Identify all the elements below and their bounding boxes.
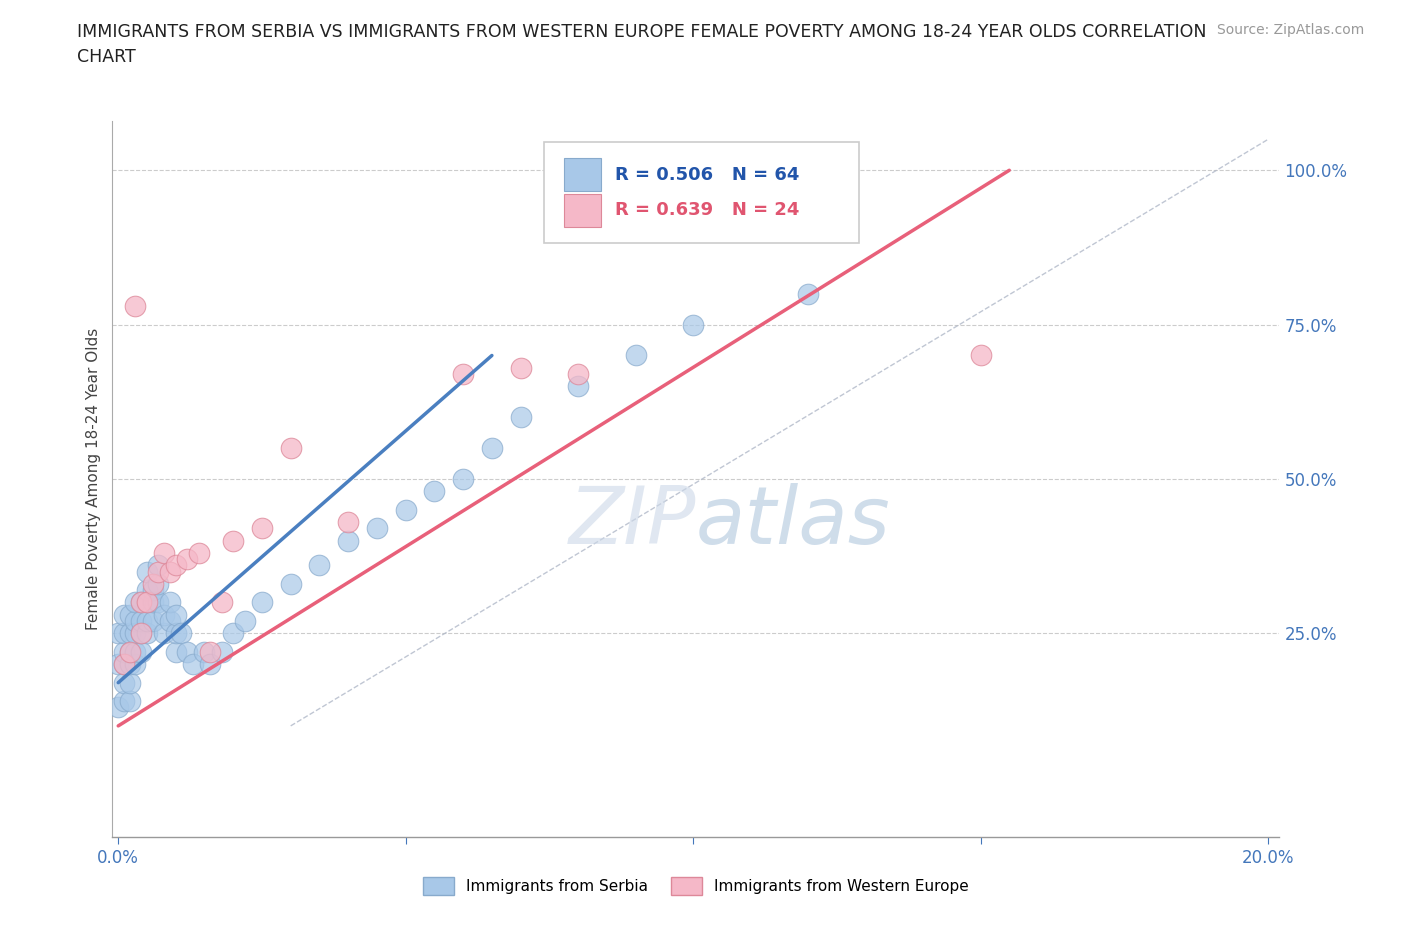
Point [118,644,141,659]
Point [124,626,146,641]
Point [107,700,129,715]
Text: Source: ZipAtlas.com: Source: ZipAtlas.com [1216,23,1364,37]
Point [308,558,330,573]
Point [624,348,647,363]
Point [250,595,273,610]
Point [165,558,187,573]
Point [124,299,146,313]
Point [211,595,233,610]
Point [233,614,256,629]
Point [181,657,204,671]
Point [451,472,474,486]
Point [118,694,141,709]
Point [366,521,388,536]
Text: ZIP: ZIP [568,483,696,561]
Point [280,577,302,591]
Point [222,533,245,548]
Point [222,626,245,641]
Point [129,614,152,629]
Point [142,614,165,629]
Point [187,546,209,561]
Point [337,533,360,548]
Point [118,675,141,690]
Point [142,582,165,597]
Point [129,626,152,641]
Point [337,514,360,529]
Point [136,595,159,610]
Point [107,657,129,671]
Point [509,361,531,376]
Point [165,626,187,641]
Y-axis label: Female Poverty Among 18-24 Year Olds: Female Poverty Among 18-24 Year Olds [86,328,101,631]
Bar [564,194,602,227]
Point [395,502,418,517]
Point [200,644,222,659]
Point [176,551,198,566]
Point [142,595,165,610]
Point [193,644,215,659]
Point [142,577,165,591]
Point [481,441,503,456]
Text: IMMIGRANTS FROM SERBIA VS IMMIGRANTS FROM WESTERN EUROPE FEMALE POVERTY AMONG 18: IMMIGRANTS FROM SERBIA VS IMMIGRANTS FRO… [77,23,1206,66]
Text: atlas: atlas [696,483,891,561]
Point [112,626,135,641]
Point [148,558,170,573]
Point [280,441,302,456]
Point [200,657,222,671]
Point [129,626,152,641]
Point [136,582,159,597]
Point [797,163,820,178]
Bar [564,158,602,191]
Point [159,595,181,610]
Point [170,626,193,641]
Point [112,694,135,709]
Point [797,286,820,301]
Point [153,626,176,641]
Text: R = 0.639   N = 24: R = 0.639 N = 24 [616,202,800,219]
Point [567,366,589,381]
Point [211,644,233,659]
Text: R = 0.506   N = 64: R = 0.506 N = 64 [616,166,800,183]
Point [451,366,474,381]
Point [423,484,446,498]
Point [153,546,176,561]
Point [159,614,181,629]
Point [165,644,187,659]
Point [124,595,146,610]
Point [112,607,135,622]
Legend: Immigrants from Serbia, Immigrants from Western Europe: Immigrants from Serbia, Immigrants from … [418,871,974,901]
Point [148,565,170,579]
Point [124,657,146,671]
Point [250,521,273,536]
Point [129,595,152,610]
Point [148,577,170,591]
Point [165,607,187,622]
Point [129,644,152,659]
Point [112,675,135,690]
Point [682,317,704,332]
Point [124,644,146,659]
Point [153,607,176,622]
Point [567,379,589,393]
Point [124,614,146,629]
Point [112,644,135,659]
Point [136,595,159,610]
Point [107,626,129,641]
Point [136,614,159,629]
Point [118,657,141,671]
Point [136,626,159,641]
Point [136,565,159,579]
Point [148,595,170,610]
Point [118,607,141,622]
Point [129,595,152,610]
Point [112,657,135,671]
Point [118,644,141,659]
Point [159,565,181,579]
Point [118,626,141,641]
Point [176,644,198,659]
Point [509,410,531,425]
Point [112,657,135,671]
Point [969,348,991,363]
FancyBboxPatch shape [544,142,859,243]
